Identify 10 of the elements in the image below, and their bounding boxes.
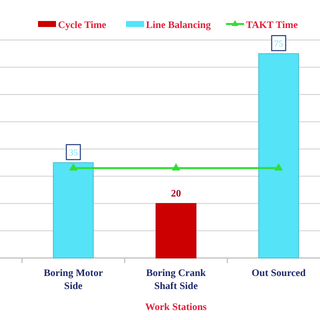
x-tick-label: Boring Crank Shaft Side (146, 268, 206, 292)
x-tick-label: Boring Motor Side (44, 268, 104, 292)
legend-label: Cycle Time (58, 20, 107, 31)
data-label: 35 (68, 148, 78, 158)
legend-label: TAKT Time (246, 20, 298, 31)
data-label: 75 (274, 38, 284, 49)
x-tick-label: Out Sourced (252, 268, 306, 279)
data-label: 20 (171, 188, 181, 200)
x-axis-title: Work Stations (145, 302, 207, 313)
legend-label: Line Balancing (146, 20, 211, 31)
